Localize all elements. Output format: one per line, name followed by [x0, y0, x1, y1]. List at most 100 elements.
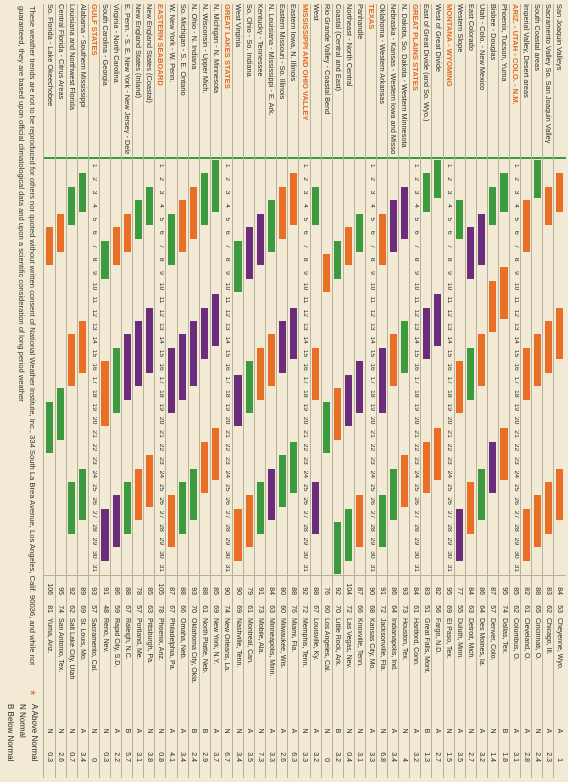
precip: 3.1	[356, 752, 364, 762]
trend-bar	[289, 307, 297, 360]
day-number: 27	[302, 510, 309, 519]
trend-code: A	[456, 728, 464, 734]
trend-bar	[134, 468, 142, 521]
city-name: Dallas, Tex.	[500, 618, 508, 655]
day-number: 8	[512, 253, 519, 266]
day-number: 29	[157, 537, 164, 546]
day-number: 11	[224, 296, 231, 304]
day-number: 28	[302, 524, 309, 532]
trend-bar	[312, 186, 320, 226]
normal-high: 79	[245, 587, 253, 595]
day-number: 11	[412, 296, 419, 304]
city-name: Phoenix, Ariz.	[156, 618, 164, 661]
trend-bar	[134, 200, 142, 239]
normal-low: 70	[334, 605, 342, 613]
normal-high: 86	[478, 587, 486, 595]
precip: 2.7	[467, 752, 475, 762]
day-number: 14	[157, 336, 164, 344]
region-label: East of Great Divide (and So. Wyo.)	[423, 4, 431, 122]
legend-item: A Above Normal	[30, 704, 38, 762]
trend-bar	[46, 401, 54, 454]
trend-code: N	[400, 728, 408, 734]
day-number: 27	[446, 510, 453, 519]
city-name: Cheyenne, Wyo.	[556, 618, 563, 670]
day-number: 25	[412, 483, 419, 492]
row-line	[420, 4, 422, 778]
precip: 3.1	[134, 752, 142, 762]
day-number: 30	[512, 551, 519, 559]
day-number: 21	[368, 430, 375, 438]
day-number: 30	[368, 551, 375, 559]
row-line	[298, 4, 300, 778]
precip: 3.5	[456, 752, 464, 762]
row-line	[321, 4, 322, 778]
trend-bar	[234, 374, 242, 427]
day-number: 11	[302, 296, 309, 304]
day-number: 13	[157, 322, 164, 331]
day-number: 21	[224, 430, 231, 438]
trend-bar	[345, 227, 353, 266]
trend-code: A	[179, 728, 187, 734]
city-name: San Antonio, Tex.	[57, 618, 65, 673]
precip: 0.3	[101, 752, 109, 762]
city-name: North Platte, Neb.	[201, 618, 209, 674]
normal-low: 61	[245, 605, 253, 613]
day-number: 4	[91, 199, 97, 212]
normal-high: 78	[134, 587, 142, 595]
day-number: 4	[412, 199, 419, 212]
trend-bar	[400, 186, 408, 239]
normal-high: 82	[434, 587, 442, 595]
day-number: 15	[224, 349, 231, 358]
trend-bar	[46, 227, 54, 266]
day-number: 19	[412, 403, 419, 412]
trend-bar	[489, 280, 497, 333]
normal-high: 105	[156, 583, 164, 595]
normal-low: 69	[445, 605, 453, 613]
day-number: 18	[302, 390, 309, 398]
section-header: GULF STATES	[90, 4, 98, 56]
day-number: 24	[446, 470, 453, 479]
region-label: Central Florida - Citrus Areas	[57, 4, 65, 100]
day-number: 26	[302, 497, 309, 505]
day-number: 5	[224, 213, 230, 226]
region-label: New England States (Inland)	[134, 4, 143, 99]
day-number: 17	[412, 376, 419, 385]
normal-high: 88	[312, 587, 320, 595]
precip: 3.8	[145, 752, 153, 762]
day-number: 28	[368, 524, 375, 532]
trend-bar	[179, 482, 187, 534]
region-label: So. Ohio - So. Indiana	[245, 4, 254, 77]
normal-low: 67	[123, 605, 131, 613]
day-number: 12	[224, 309, 231, 318]
day-number: 14	[368, 336, 375, 344]
normal-low: 63	[467, 605, 475, 613]
trend-bar	[522, 508, 530, 561]
day-number: 26	[368, 497, 375, 505]
city-name: Fargo, N.D.	[434, 618, 442, 655]
city-name: Yuma, Ariz.	[46, 618, 54, 654]
trend-bar	[201, 441, 209, 494]
row-line	[265, 4, 267, 778]
day-number: 28	[91, 524, 98, 532]
day-number: 8	[301, 253, 308, 266]
day-number: 16	[446, 363, 453, 371]
precip: 3.2	[312, 752, 320, 762]
day-number: 1	[224, 159, 230, 172]
day-number: 4	[445, 199, 452, 212]
row-line	[454, 4, 455, 778]
trend-code: A	[289, 728, 297, 734]
precip: 2.2	[112, 752, 120, 762]
normal-high: 95	[57, 587, 65, 595]
trend-bar	[378, 347, 386, 413]
precip: 5.7	[123, 752, 131, 762]
trend-bar	[289, 441, 297, 494]
row-line	[387, 4, 389, 778]
day-number: 20	[412, 416, 419, 425]
day-number: 30	[91, 551, 98, 559]
day-number: 1	[91, 159, 97, 172]
day-number: 26	[512, 497, 519, 505]
city-name: Louisville, Ky.	[312, 618, 320, 661]
day-number: 27	[224, 510, 231, 519]
trend-code: N	[145, 728, 153, 734]
region-label: East Colorado	[467, 4, 475, 51]
